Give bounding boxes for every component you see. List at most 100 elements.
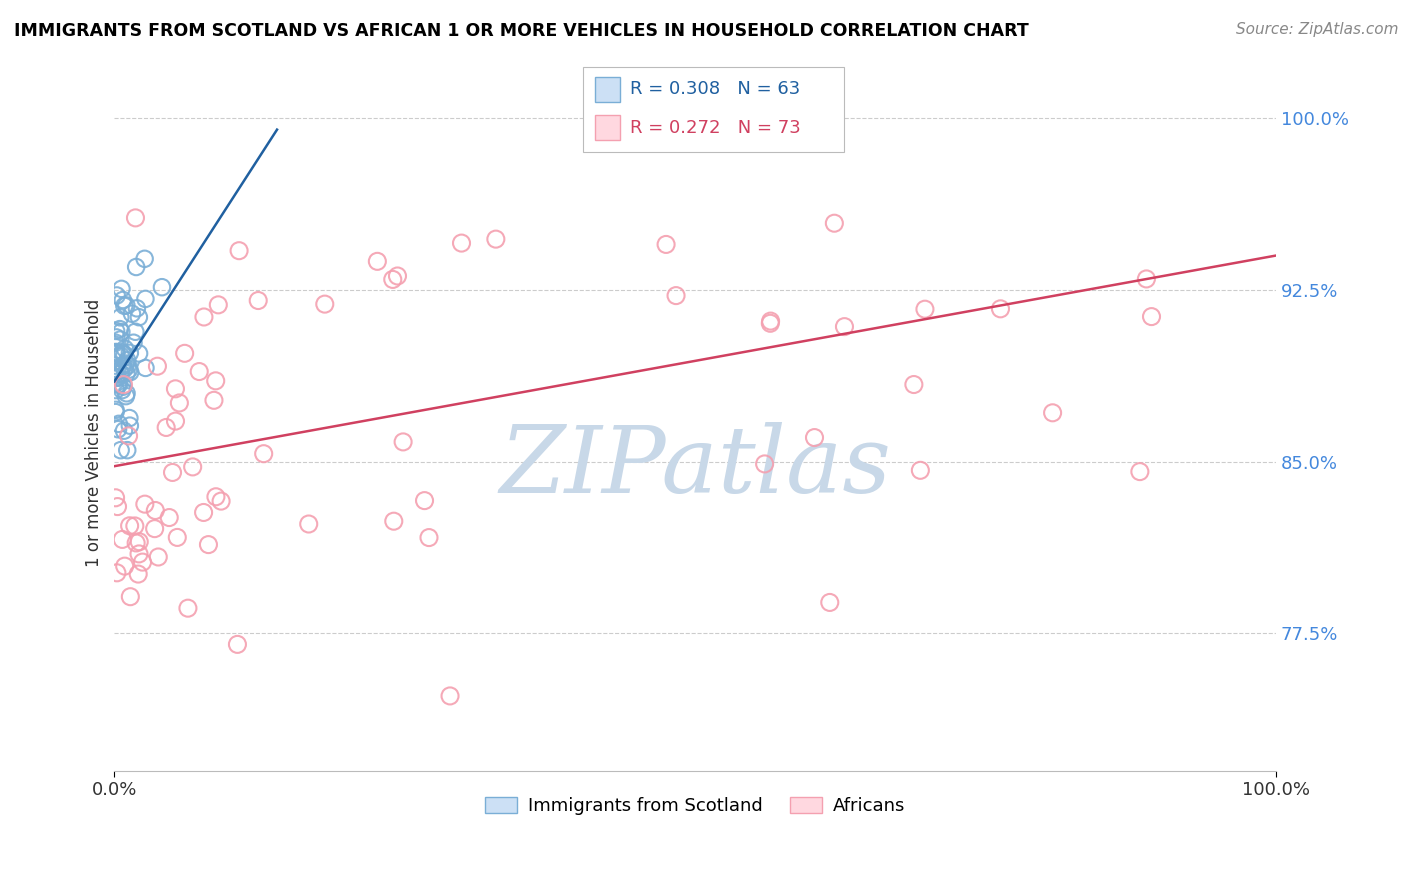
Point bbox=[124, 211, 146, 225]
Point bbox=[990, 301, 1012, 316]
Point bbox=[209, 494, 232, 508]
Point bbox=[125, 260, 148, 274]
Point bbox=[1042, 406, 1064, 420]
Point bbox=[120, 365, 142, 379]
Point bbox=[366, 254, 388, 268]
Point bbox=[108, 322, 131, 336]
Point bbox=[128, 310, 150, 325]
Point bbox=[122, 335, 145, 350]
Point bbox=[117, 429, 139, 443]
Point bbox=[834, 319, 856, 334]
Point bbox=[104, 402, 127, 417]
Point bbox=[107, 371, 129, 385]
Point bbox=[413, 493, 436, 508]
Point bbox=[112, 377, 135, 392]
Point bbox=[112, 362, 135, 376]
Point bbox=[177, 601, 200, 615]
Point bbox=[112, 299, 135, 313]
Point bbox=[110, 367, 132, 381]
Point bbox=[110, 325, 132, 339]
Point bbox=[903, 377, 925, 392]
Point bbox=[188, 365, 211, 379]
Point bbox=[128, 534, 150, 549]
Point bbox=[120, 590, 142, 604]
Point bbox=[112, 347, 135, 361]
Point bbox=[111, 533, 134, 547]
Point bbox=[104, 346, 127, 360]
Point bbox=[665, 288, 688, 302]
Point bbox=[104, 405, 127, 419]
Point bbox=[759, 316, 782, 330]
Point bbox=[118, 418, 141, 433]
Point bbox=[110, 349, 132, 363]
Point bbox=[112, 424, 135, 438]
Point bbox=[169, 396, 191, 410]
Point bbox=[105, 324, 128, 338]
Point bbox=[111, 383, 134, 397]
Point bbox=[125, 536, 148, 550]
Point bbox=[165, 414, 187, 428]
Point bbox=[117, 443, 139, 458]
Point bbox=[165, 382, 187, 396]
Point bbox=[110, 443, 132, 458]
Point bbox=[818, 595, 841, 609]
Point bbox=[143, 522, 166, 536]
Point bbox=[204, 374, 226, 388]
Point bbox=[148, 549, 170, 564]
Point bbox=[115, 357, 138, 371]
Point bbox=[125, 301, 148, 316]
Point bbox=[118, 411, 141, 425]
Text: Source: ZipAtlas.com: Source: ZipAtlas.com bbox=[1236, 22, 1399, 37]
Point bbox=[128, 346, 150, 360]
Point bbox=[111, 345, 134, 359]
Point bbox=[247, 293, 270, 308]
Point bbox=[150, 280, 173, 294]
Point bbox=[110, 310, 132, 325]
Point bbox=[114, 342, 136, 356]
Point bbox=[226, 637, 249, 651]
Point bbox=[108, 417, 131, 431]
Text: IMMIGRANTS FROM SCOTLAND VS AFRICAN 1 OR MORE VEHICLES IN HOUSEHOLD CORRELATION : IMMIGRANTS FROM SCOTLAND VS AFRICAN 1 OR… bbox=[14, 22, 1029, 40]
Point bbox=[173, 346, 195, 360]
Point bbox=[134, 292, 156, 306]
Point bbox=[298, 516, 321, 531]
Point bbox=[1129, 465, 1152, 479]
Point bbox=[115, 353, 138, 368]
Point bbox=[228, 244, 250, 258]
Point bbox=[193, 310, 215, 324]
Point bbox=[207, 298, 229, 312]
Point bbox=[110, 282, 132, 296]
Point bbox=[253, 447, 276, 461]
Point bbox=[115, 386, 138, 401]
Point bbox=[110, 333, 132, 347]
Point bbox=[803, 431, 825, 445]
Point bbox=[108, 377, 131, 392]
Point bbox=[105, 345, 128, 359]
Point bbox=[1135, 272, 1157, 286]
Point bbox=[117, 359, 139, 373]
Text: ZIPatlas: ZIPatlas bbox=[499, 422, 891, 512]
Point bbox=[104, 335, 127, 350]
Point bbox=[759, 314, 782, 328]
Point bbox=[197, 538, 219, 552]
Point bbox=[115, 367, 138, 381]
Text: R = 0.272   N = 73: R = 0.272 N = 73 bbox=[630, 119, 800, 136]
Point bbox=[128, 547, 150, 561]
Point bbox=[143, 503, 166, 517]
Point bbox=[118, 518, 141, 533]
Point bbox=[146, 359, 169, 374]
Point bbox=[114, 559, 136, 574]
Point bbox=[118, 346, 141, 360]
Point bbox=[205, 490, 228, 504]
Point bbox=[157, 510, 180, 524]
Point bbox=[104, 359, 127, 373]
Point bbox=[914, 302, 936, 317]
Point bbox=[823, 216, 845, 230]
Point bbox=[202, 393, 225, 408]
Point bbox=[193, 506, 215, 520]
Point bbox=[105, 566, 128, 580]
Point bbox=[381, 272, 404, 286]
Text: R = 0.308   N = 63: R = 0.308 N = 63 bbox=[630, 80, 800, 98]
Point bbox=[104, 366, 127, 380]
Point bbox=[115, 298, 138, 312]
